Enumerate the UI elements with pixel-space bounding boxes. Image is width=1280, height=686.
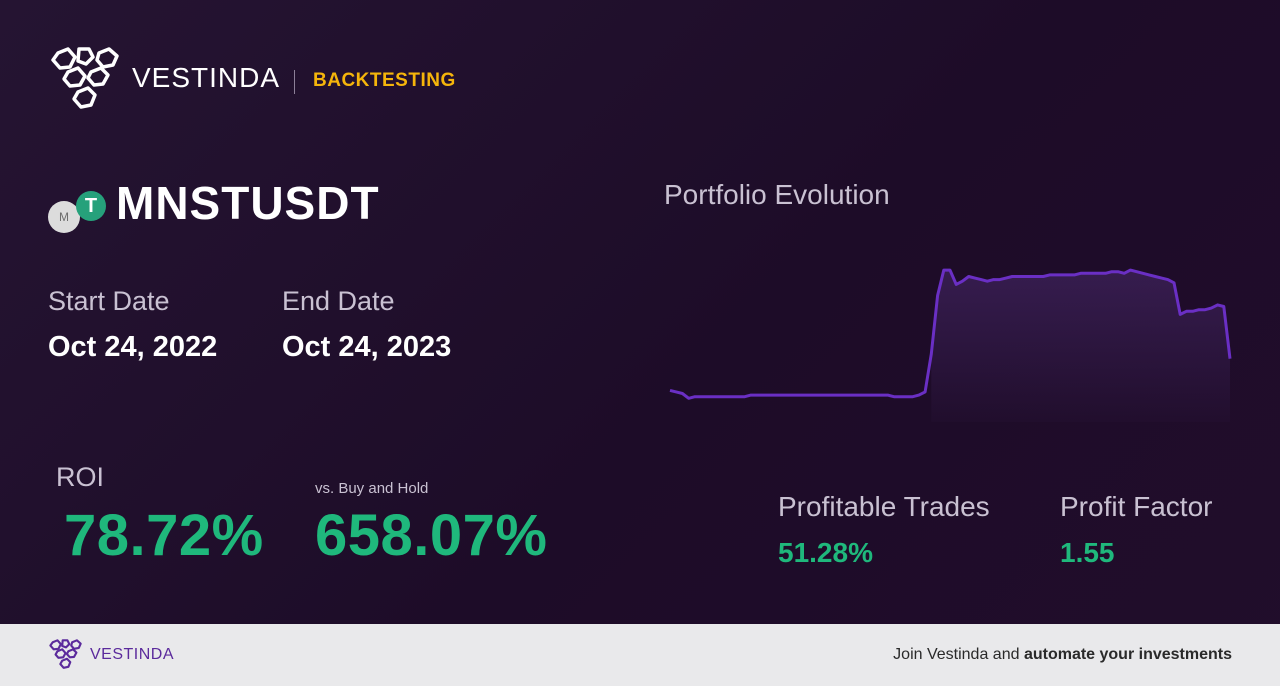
portfolio-chart: [669, 268, 1232, 422]
footer-brand: VESTINDA: [90, 646, 175, 663]
ticker-title: MNSTUSDT: [116, 177, 380, 229]
footer-bar: [0, 624, 1280, 686]
chart-title: Portfolio Evolution: [664, 179, 890, 210]
footer-cta[interactable]: Join Vestinda and automate your investme…: [893, 646, 1232, 664]
brand-name: VESTINDA: [132, 62, 281, 93]
end-date-label: End Date: [282, 286, 395, 316]
base-coin-icon: M: [48, 201, 80, 233]
portfolio-line: [669, 268, 1232, 400]
profitable-trades-label: Profitable Trades: [778, 491, 990, 522]
vestinda-logo-icon: [51, 47, 119, 109]
tether-coin-icon: T: [76, 191, 106, 221]
profitable-trades-value: 51.28%: [778, 537, 873, 568]
footer-logo-icon: [49, 639, 82, 669]
vs-buy-hold-label: vs. Buy and Hold: [315, 480, 429, 497]
portfolio-area: [931, 270, 1230, 422]
footer-cta-text: Join Vestinda and: [893, 646, 1024, 663]
profit-factor-label: Profit Factor: [1060, 491, 1213, 522]
profit-factor-value: 1.55: [1060, 537, 1115, 568]
vs-buy-hold-value: 658.07%: [315, 503, 548, 568]
header-divider: [294, 70, 295, 94]
start-date-value: Oct 24, 2022: [48, 331, 218, 363]
section-tag: BACKTESTING: [313, 70, 456, 91]
footer-cta-bold: automate your investments: [1023, 646, 1232, 663]
start-date-label: Start Date: [48, 286, 170, 316]
roi-label: ROI: [56, 462, 105, 492]
end-date-value: Oct 24, 2023: [282, 331, 452, 363]
roi-value: 78.72%: [64, 503, 264, 568]
